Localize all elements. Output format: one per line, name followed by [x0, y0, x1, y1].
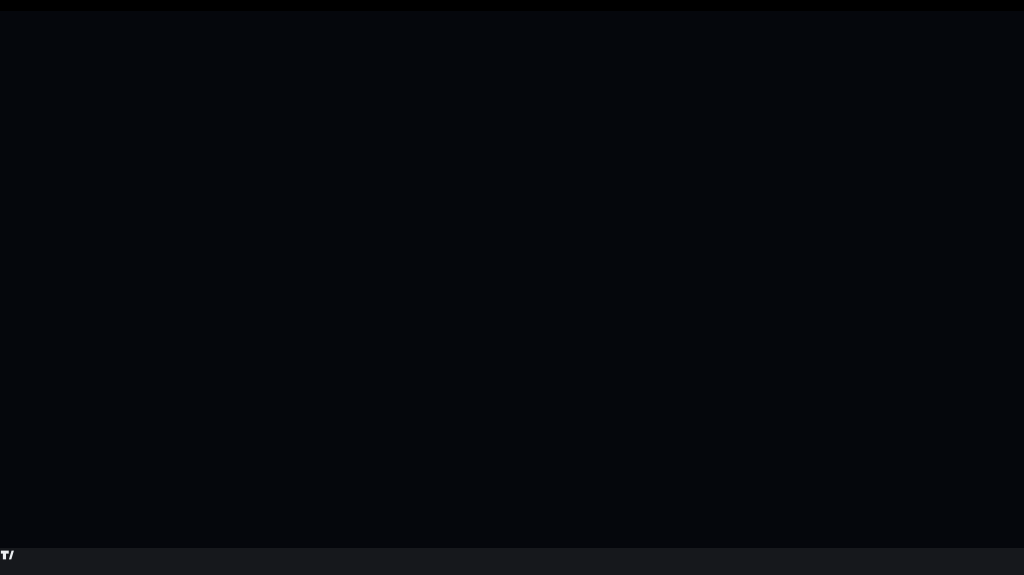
logo-bar — [0, 548, 1024, 575]
creation-banner — [0, 0, 1024, 11]
